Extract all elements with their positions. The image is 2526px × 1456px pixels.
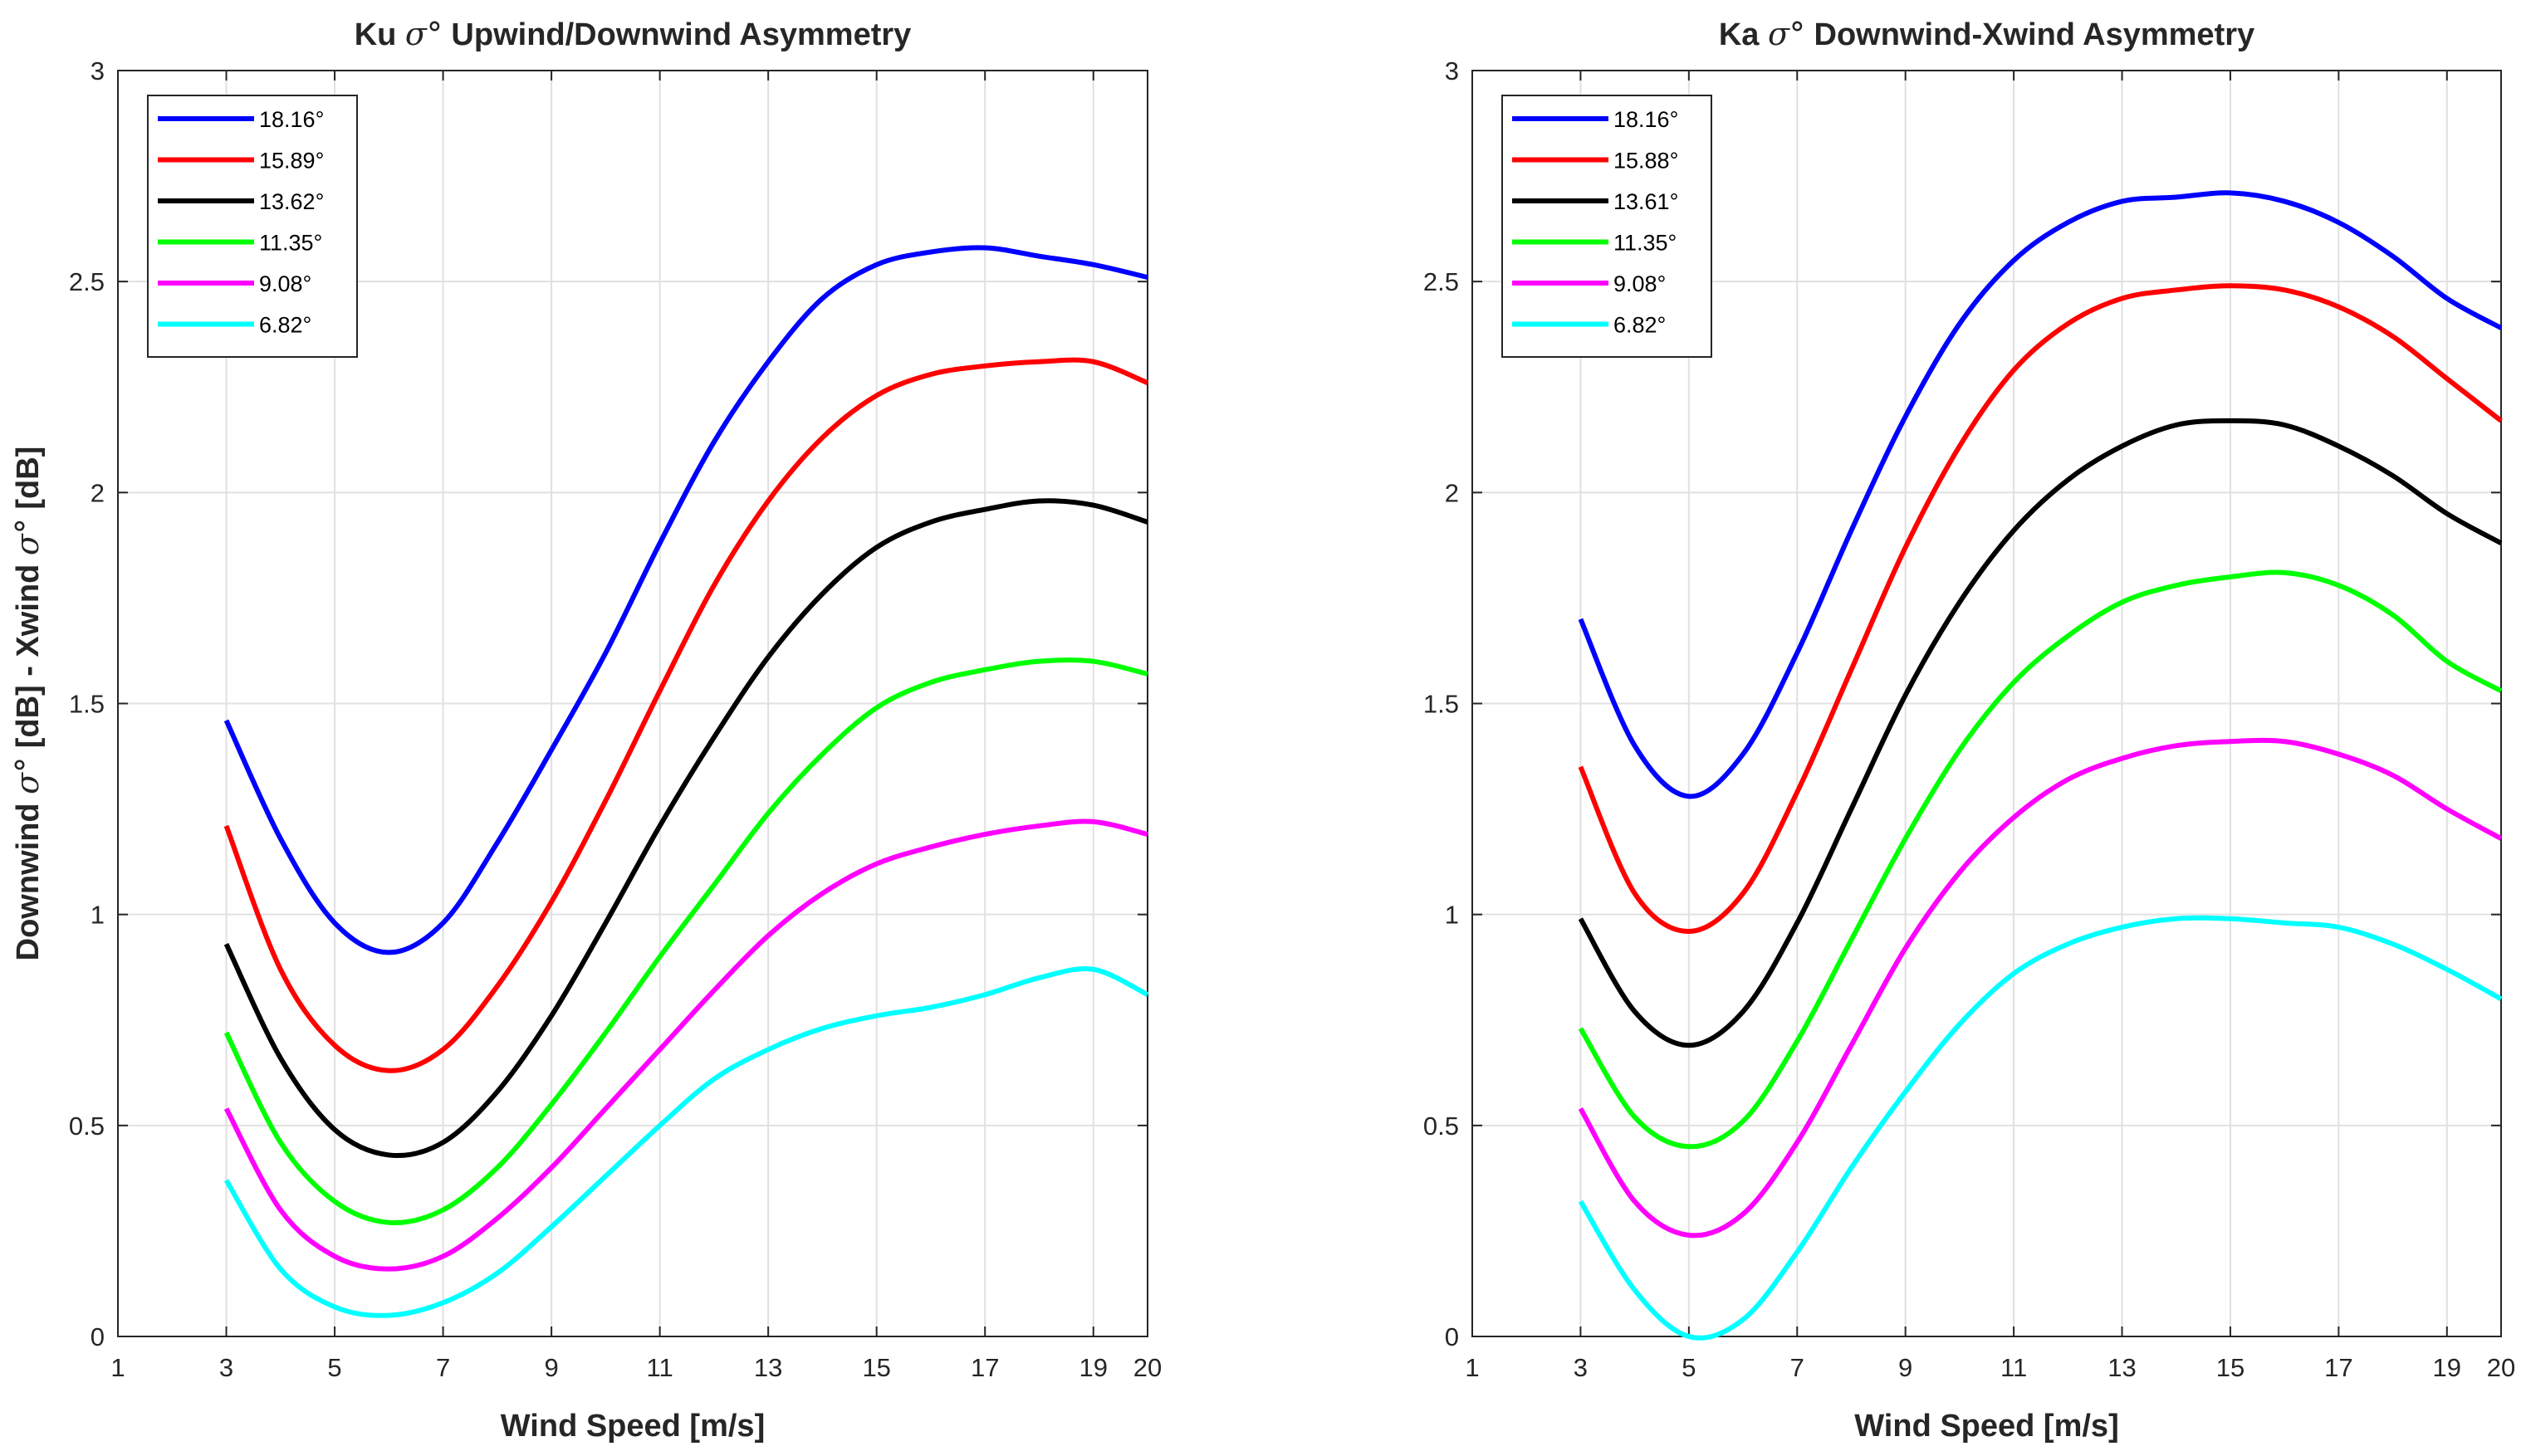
x-tick-label: 17 — [971, 1353, 999, 1382]
series-line-1816 — [223, 245, 1148, 955]
y-tick-label: 0.5 — [1423, 1112, 1459, 1141]
y-tick-label: 3 — [91, 56, 105, 86]
legend-label: 9.08° — [1613, 271, 1666, 296]
y-label-part: [dB] - Xwind — [11, 555, 46, 757]
legend-label: 9.08° — [259, 271, 311, 296]
x-tick-label: 15 — [862, 1353, 890, 1382]
y-tick-label: 1.5 — [69, 690, 105, 719]
y-tick-label: 2.5 — [1423, 267, 1459, 296]
legend-box — [1501, 95, 1712, 358]
x-tick-label: 20 — [2487, 1353, 2515, 1382]
series-line-908 — [223, 818, 1148, 1272]
chart-title: Ka σ° Downwind-Xwind Asymmetry — [1719, 16, 2254, 52]
legend-label: 6.82° — [259, 313, 311, 338]
x-tick-label: 9 — [1898, 1353, 1912, 1382]
x-tick-label: 20 — [1133, 1353, 1162, 1382]
legend-label: 18.16° — [259, 107, 324, 132]
x-tick-label: 15 — [2216, 1353, 2245, 1382]
series-line-908 — [1578, 737, 2503, 1239]
y-tick-label: 2.5 — [69, 267, 105, 296]
x-tick-label: 9 — [544, 1353, 558, 1382]
x-axis-label: Wind Speed [m/s] — [501, 1409, 765, 1444]
x-tick-label: 11 — [2000, 1353, 2027, 1382]
series-line-1135 — [223, 657, 1148, 1226]
legend: 18.16° 15.88° 13.61° 11.35° 9.08° 6.82° — [1501, 95, 1712, 358]
y-tick-label: 1.5 — [1423, 690, 1459, 719]
title-prefix: Ku — [355, 17, 405, 52]
legend-label: 11.35° — [1613, 231, 1677, 256]
legend-box — [147, 95, 358, 358]
x-tick-label: 19 — [2433, 1353, 2461, 1382]
legend-label: 13.62° — [259, 189, 324, 214]
x-tick-label: 13 — [754, 1353, 782, 1382]
y-label-part: Downwind — [11, 794, 46, 961]
legend-label: 11.35° — [259, 231, 322, 256]
y-tick-label: 1 — [91, 901, 105, 930]
series-line-1361 — [1578, 418, 2503, 1048]
y-tick-label: 1 — [1445, 901, 1459, 930]
x-tick-label: 5 — [327, 1353, 341, 1382]
y-tick-label: 0.5 — [69, 1112, 105, 1141]
x-tick-label: 13 — [2107, 1353, 2136, 1382]
series-line-1135 — [1578, 569, 2503, 1150]
y-tick-label: 2 — [1445, 478, 1459, 507]
series-line-1362 — [223, 498, 1148, 1158]
y-axis-label: Downwind σ° [dB] - Xwind σ° [dB] — [9, 447, 46, 961]
x-tick-label: 5 — [1682, 1353, 1696, 1382]
y-tick-label: 2 — [91, 478, 105, 507]
y-label-part: σ° — [9, 757, 46, 794]
x-tick-label: 7 — [436, 1353, 450, 1382]
series-line-1588 — [1578, 283, 2503, 934]
series-line-1816 — [1578, 190, 2503, 799]
x-tick-label: 1 — [1465, 1353, 1479, 1382]
legend-label: 13.61° — [1613, 189, 1678, 214]
legend-label: 18.16° — [1613, 107, 1678, 132]
chart-title: Ku σ° Upwind/Downwind Asymmetry — [355, 16, 912, 52]
title-prefix: Ka — [1719, 17, 1768, 52]
y-tick-label: 0 — [1445, 1322, 1459, 1351]
y-label-part: σ° — [9, 518, 46, 555]
y-tick-label: 0 — [91, 1322, 105, 1351]
title-suffix: Downwind-Xwind Asymmetry — [1805, 17, 2254, 52]
series-line-682 — [223, 966, 1149, 1318]
legend-label: 6.82° — [1613, 313, 1666, 338]
title-sigma: σ° — [405, 16, 443, 52]
title-suffix: Upwind/Downwind Asymmetry — [443, 17, 911, 52]
x-tick-label: 17 — [2324, 1353, 2352, 1382]
legend-label: 15.88° — [1613, 149, 1678, 173]
x-tick-label: 11 — [647, 1353, 673, 1382]
x-tick-label: 7 — [1790, 1353, 1804, 1382]
x-tick-label: 19 — [1079, 1353, 1107, 1382]
y-label-part: [dB] — [11, 447, 46, 519]
series-line-682 — [1578, 915, 2503, 1341]
series-line-1589 — [223, 357, 1149, 1073]
x-tick-label: 3 — [219, 1353, 233, 1382]
legend-label: 15.89° — [259, 149, 324, 173]
x-tick-label: 1 — [110, 1353, 125, 1382]
legend: 18.16° 15.89° 13.62° 11.35° 9.08° 6.82° — [147, 95, 358, 358]
y-tick-label: 3 — [1445, 56, 1459, 86]
title-sigma: σ° — [1768, 16, 1805, 52]
x-axis-label: Wind Speed [m/s] — [1854, 1409, 2118, 1444]
x-tick-label: 3 — [1574, 1353, 1588, 1382]
